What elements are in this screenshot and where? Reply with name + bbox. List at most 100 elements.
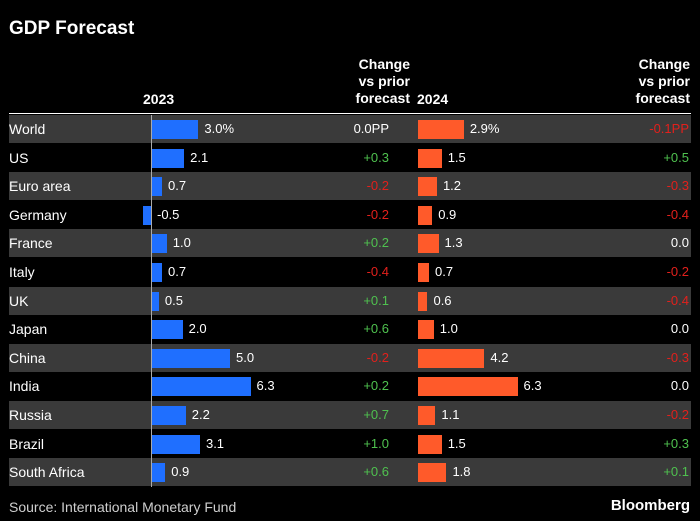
bar-2024 [418,434,442,454]
value-label-2023: 1.0 [172,235,191,251]
column-header-2023: 2023 [143,91,175,107]
change-label-2023: -0.4 [366,264,389,279]
value-label-2024: 1.5 [447,149,466,165]
change-label-2024: 0.0 [670,378,689,394]
value-label-2023: -0.5 [157,206,180,222]
page-title: GDP Forecast [9,18,135,39]
bar-2023 [151,148,185,168]
change-label-2023: +0.7 [363,407,389,422]
table-row: South Africa 0.9 +0.6 1.8 +0.1 [9,458,691,487]
bar-2024 [418,320,434,340]
bar-2023 [151,406,186,425]
value-label-2023: 0.7 [168,264,187,279]
bar-2023 [151,348,230,368]
bar-2023 [151,463,166,483]
change-label-2023: 0.0PP [353,121,389,136]
change-label-2023: -0.2 [366,178,389,194]
change-label-2023: -0.2 [366,206,389,222]
column-header-change-2023: Change vs prior forecast [330,56,410,107]
bar-2023 [151,291,159,311]
bar-2023 [151,234,167,254]
change-label-2023: +0.2 [363,378,389,394]
country-label: India [9,378,40,395]
change-label-2024: 0.0 [670,321,689,337]
column-header-2024: 2024 [417,91,449,107]
country-label: China [9,349,46,366]
change-label-2024: -0.2 [666,264,689,279]
bar-2023 [151,177,163,197]
table-row: Japan 2.0 +0.6 1.0 0.0 [9,315,691,343]
value-label-2023: 6.3 [256,378,275,394]
change-label-2024: -0.4 [666,206,689,222]
value-label-2024: 1.0 [439,321,458,337]
table-row: Italy 0.7 -0.4 0.7 -0.2 [9,258,691,286]
table-row: India 6.3 +0.2 6.3 0.0 [9,372,691,400]
value-label-2023: 3.1 [205,435,225,451]
change-label-2024: +0.5 [663,149,689,165]
bar-2024 [418,205,433,225]
change-header-line: forecast [635,90,690,106]
value-label-2024: 1.8 [452,464,471,480]
table-row: World 3.0% 0.0PP 2.9% -0.1PP [9,115,691,143]
change-label-2024: 0.0 [670,235,689,251]
bar-2023 [151,320,183,340]
bar-2023 [143,205,151,225]
table-row: France 1.0 +0.2 1.3 0.0 [9,229,691,258]
change-label-2023: +0.6 [363,464,389,480]
change-header-line: forecast [355,90,410,106]
value-label-2023: 0.5 [164,292,183,308]
change-header-line: Change [638,56,690,72]
source-note: Source: International Monetary Fund [9,499,237,515]
header-divider [9,113,691,114]
bar-2024 [418,120,464,139]
change-label-2024: -0.4 [666,292,689,308]
country-label: Brazil [9,435,45,452]
bar-2023 [151,120,199,139]
change-label-2023: +0.3 [363,149,389,165]
country-label: US [9,149,29,166]
value-label-2024: 1.3 [444,235,463,251]
country-label: Germany [9,206,67,223]
bar-2024 [418,177,437,197]
value-label-2024: 2.9% [469,121,500,136]
change-label-2024: -0.2 [666,407,689,422]
bar-2024 [418,263,430,282]
value-label-2024: 6.3 [523,378,542,394]
change-label-2024: -0.3 [666,349,689,365]
bar-2024 [418,291,428,311]
table-row: Germany -0.5 -0.2 0.9 -0.4 [9,201,691,229]
bar-2023 [151,434,200,454]
change-label-2024: +0.1 [663,464,689,480]
change-label-2023: +0.2 [363,235,389,251]
value-label-2023: 0.9 [171,464,190,480]
value-label-2024: 0.7 [435,264,454,279]
bar-2023 [151,263,163,282]
value-label-2024: 4.2 [490,349,509,365]
change-label-2023: +1.0 [363,435,389,451]
country-label: France [9,235,53,252]
change-header-line: Change [358,56,410,72]
country-label: Italy [9,264,35,280]
country-label: South Africa [9,464,85,481]
value-label-2024: 0.9 [438,206,457,222]
bar-2024 [418,463,447,483]
country-label: Russia [9,407,52,423]
change-label-2024: -0.3 [666,178,689,194]
country-label: Japan [9,321,48,338]
value-label-2023: 3.0% [204,121,235,136]
value-label-2023: 2.1 [190,149,209,165]
country-label: World [9,121,46,137]
bar-2024 [418,234,439,254]
value-label-2023: 2.0 [188,321,207,337]
change-header-line: vs prior [638,73,690,89]
change-label-2024: +0.3 [663,435,689,451]
table-row: Euro area 0.7 -0.2 1.2 -0.3 [9,172,691,201]
value-label-2023: 0.7 [168,178,187,194]
country-label: Euro area [9,178,71,195]
change-header-line: vs prior [358,73,410,89]
zero-axis-line [151,115,152,487]
value-label-2023: 2.2 [191,407,210,422]
bar-2024 [418,406,436,425]
table-row: US 2.1 +0.3 1.5 +0.5 [9,144,691,172]
value-label-2023: 5.0 [236,349,255,365]
